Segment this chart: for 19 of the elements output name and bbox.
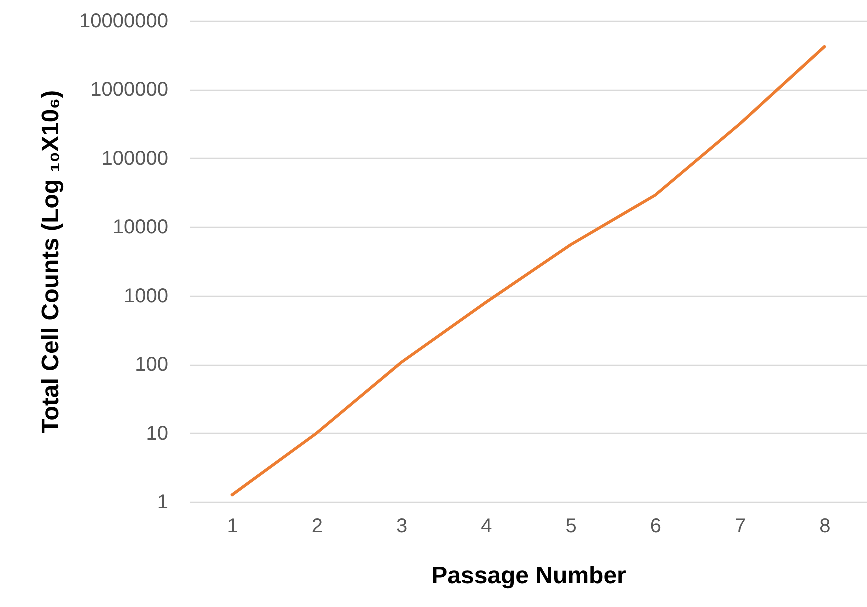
- x-tick-label: 4: [481, 516, 492, 538]
- y-tick-label: 1000: [124, 285, 168, 308]
- y-tick-label: 1: [157, 492, 168, 514]
- y-tick-label: 10: [146, 422, 168, 445]
- x-axis-title: Passage Number: [432, 562, 626, 590]
- y-axis-title: Total Cell Counts (Log ₁₀X10₆): [38, 90, 65, 434]
- x-tick-label: 2: [312, 516, 323, 538]
- line-series: [230, 45, 826, 497]
- y-tick-label: 100: [135, 354, 168, 376]
- y-tick-label: 10000000: [80, 10, 168, 32]
- x-tick-label: 8: [820, 516, 831, 538]
- x-tick-label: 5: [566, 516, 577, 538]
- y-tick-label: 1000000: [90, 79, 168, 102]
- x-tick-label: 7: [735, 516, 746, 538]
- y-tick-label: 100000: [102, 148, 168, 170]
- y-tick-label: 10000: [112, 216, 168, 239]
- x-tick-label: 6: [650, 516, 662, 538]
- x-tick-label: 3: [396, 516, 408, 538]
- x-tick-label: 1: [227, 516, 238, 538]
